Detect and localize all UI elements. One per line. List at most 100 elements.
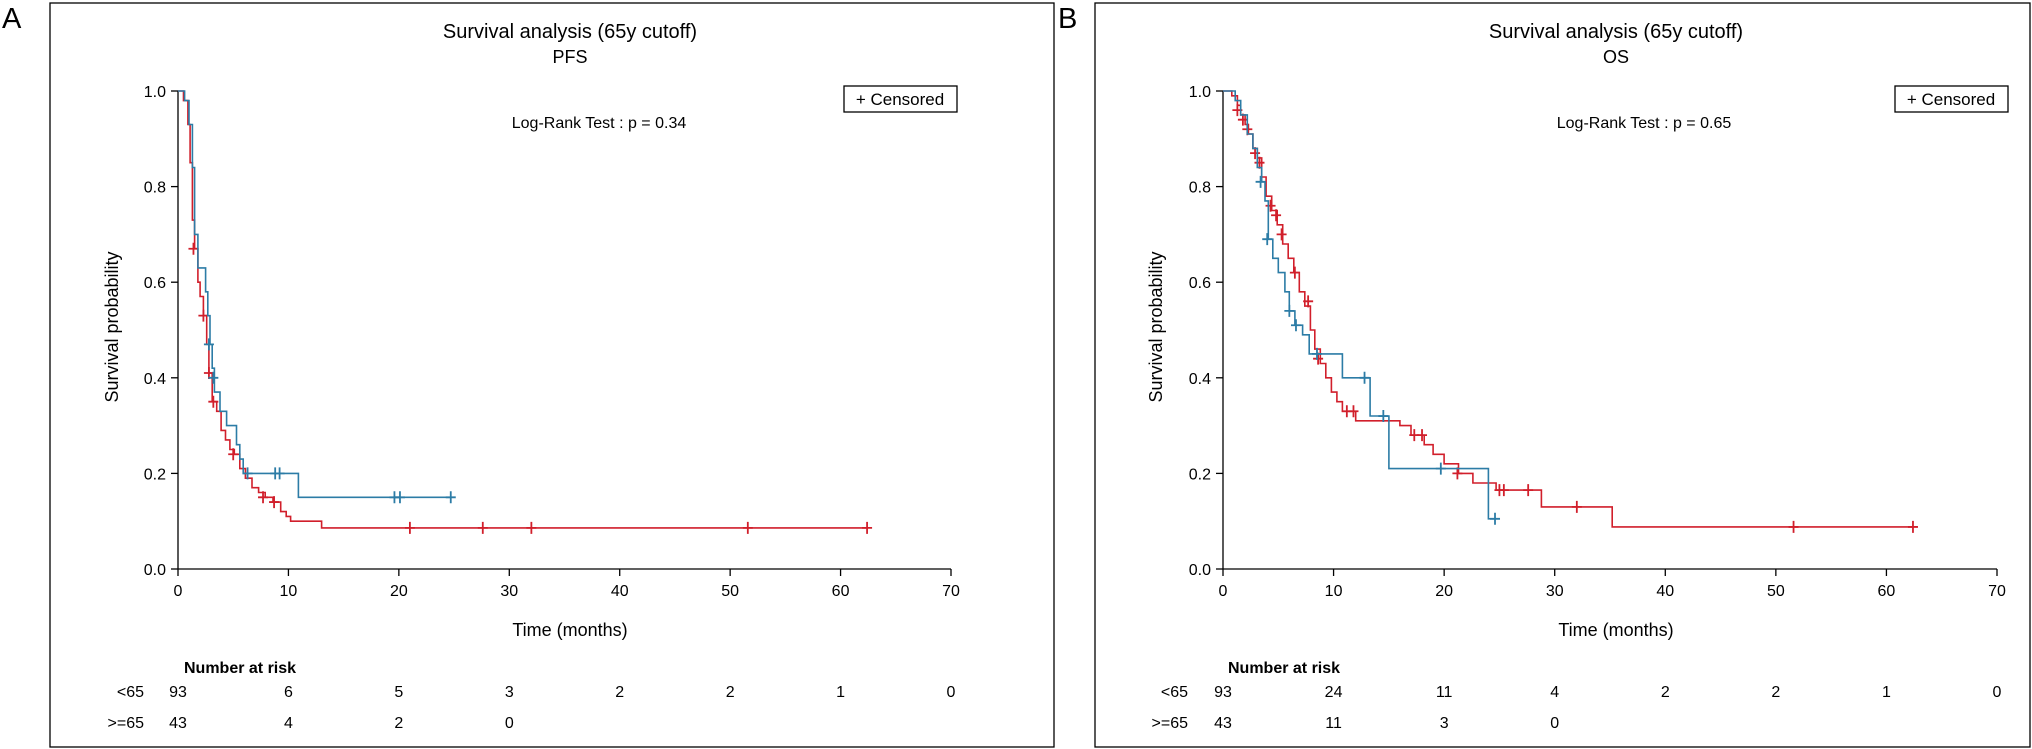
plot-axes: 0 10 20 30 40 50 60 70 0.0 0.2 0.4 0.6 0.8 1.0: [144, 84, 960, 600]
y-tick-label: 0.8: [144, 180, 166, 197]
risk-count: 2: [615, 684, 624, 701]
x-axis-label: Time (months): [512, 620, 627, 640]
censor-mark: [445, 491, 456, 504]
survival-curve: [1223, 90, 1913, 528]
x-tick-label: 20: [390, 583, 408, 600]
censor-mark: [1311, 347, 1322, 360]
censor-mark: [404, 521, 415, 534]
x-tick-label: 0: [1219, 583, 1228, 600]
censor-mark: [1907, 520, 1918, 533]
x-tick-label: 30: [500, 583, 518, 600]
y-tick-label: 0.4: [144, 371, 166, 388]
censor-mark: [258, 491, 269, 504]
risk-count: 2: [1771, 684, 1780, 701]
panel-b: B Survival analysis (65y cutoff) OS Log-…: [1058, 2, 2031, 748]
risk-count: 24: [1325, 684, 1343, 701]
x-tick-label: 60: [832, 583, 850, 600]
censor-mark: [242, 467, 253, 480]
log-rank-annotation: Log-Rank Test : p = 0.34: [512, 115, 687, 132]
y-tick-label: 0.2: [1189, 466, 1211, 483]
censor-mark: [269, 496, 280, 509]
y-tick-label: 0.6: [1189, 275, 1211, 292]
censor-mark: [208, 371, 219, 384]
x-tick-label: 60: [1878, 583, 1896, 600]
censor-mark: [274, 467, 285, 480]
y-tick-label: 1.0: [144, 84, 166, 101]
plot-axes: 0 10 20 30 40 50 60 70 0.0 0.2 0.4 0.6 0.8 1.0: [1189, 84, 2006, 600]
censor-mark: [394, 491, 405, 504]
censor-mark: [1348, 405, 1359, 418]
legend-box: [843, 85, 958, 113]
risk-count: 4: [1550, 684, 1559, 701]
x-tick-label: 70: [942, 583, 960, 600]
y-tick-label: 0.2: [144, 466, 166, 483]
risk-count: 3: [505, 684, 514, 701]
censor-mark: [1255, 175, 1266, 188]
risk-count: 11: [1325, 715, 1342, 732]
censor-mark: [1289, 266, 1300, 279]
censor-mark: [1265, 199, 1276, 212]
plot-marks: [178, 90, 873, 534]
censor-mark: [1276, 228, 1287, 241]
censor-mark: [526, 521, 537, 534]
y-axis-label: Survival probability: [1146, 251, 1166, 402]
risk-count: 5: [394, 684, 403, 701]
censor-mark: [1378, 410, 1389, 423]
risk-row-label: <65: [117, 684, 144, 701]
survival-curve: [1223, 90, 1495, 520]
panel-frame: [49, 2, 1055, 748]
risk-count: 2: [726, 684, 735, 701]
chart-subtitle: OS: [1603, 47, 1629, 67]
risk-count: 43: [169, 715, 187, 732]
survival-curve: [178, 90, 451, 499]
risk-count: 93: [169, 684, 187, 701]
chart-title: Survival analysis (65y cutoff): [1489, 21, 1743, 43]
risk-table: <65 93 6 5 3 2 2 1 0 >=65 43 4 2 0: [108, 684, 956, 732]
risk-count: 1: [1882, 684, 1891, 701]
risk-count: 0: [947, 684, 956, 701]
y-tick-label: 1.0: [1189, 84, 1211, 101]
x-tick-label: 40: [1656, 583, 1674, 600]
x-tick-label: 70: [1988, 583, 2006, 600]
chart-subtitle: PFS: [552, 47, 587, 67]
risk-row-label: <65: [1161, 684, 1188, 701]
risk-count: 11: [1436, 684, 1453, 701]
censor-mark: [1490, 512, 1501, 525]
censor-mark: [1788, 520, 1799, 533]
x-tick-label: 40: [611, 583, 629, 600]
x-tick-label: 20: [1435, 583, 1453, 600]
risk-table: <65 93 24 11 4 2 2 1 0 >=65 43 11 3 0: [1152, 684, 2002, 732]
censor-mark: [1290, 319, 1301, 332]
risk-count: 93: [1214, 684, 1232, 701]
censor-mark: [477, 521, 488, 534]
censor-mark: [1498, 484, 1509, 497]
y-tick-label: 0.8: [1189, 180, 1211, 197]
legend-box: [1894, 85, 2009, 113]
censor-mark: [1523, 484, 1534, 497]
risk-row-label: >=65: [108, 715, 145, 732]
x-tick-label: 30: [1546, 583, 1564, 600]
risk-count: 1: [836, 684, 845, 701]
risk-count: 3: [1440, 715, 1449, 732]
risk-count: 4: [284, 715, 293, 732]
x-tick-label: 50: [721, 583, 739, 600]
panel-letter: A: [2, 3, 22, 35]
panel-letter: B: [1058, 3, 1077, 35]
risk-table-title: Number at risk: [1228, 660, 1340, 677]
x-tick-label: 10: [280, 583, 298, 600]
x-tick-label: 0: [174, 583, 183, 600]
x-axis-label: Time (months): [1558, 620, 1673, 640]
risk-count: 2: [394, 715, 403, 732]
risk-count: 0: [1993, 684, 2002, 701]
risk-row-label: >=65: [1152, 715, 1189, 732]
censor-mark: [208, 395, 219, 408]
survival-curve: [178, 90, 868, 529]
censor-mark: [742, 521, 753, 534]
censor-mark: [1435, 462, 1446, 475]
censor-mark: [203, 338, 214, 351]
risk-table-title: Number at risk: [184, 660, 296, 677]
risk-count: 0: [505, 715, 514, 732]
censor-mark: [1271, 209, 1282, 222]
censor-mark: [198, 309, 209, 322]
y-tick-label: 0.4: [1189, 371, 1211, 388]
